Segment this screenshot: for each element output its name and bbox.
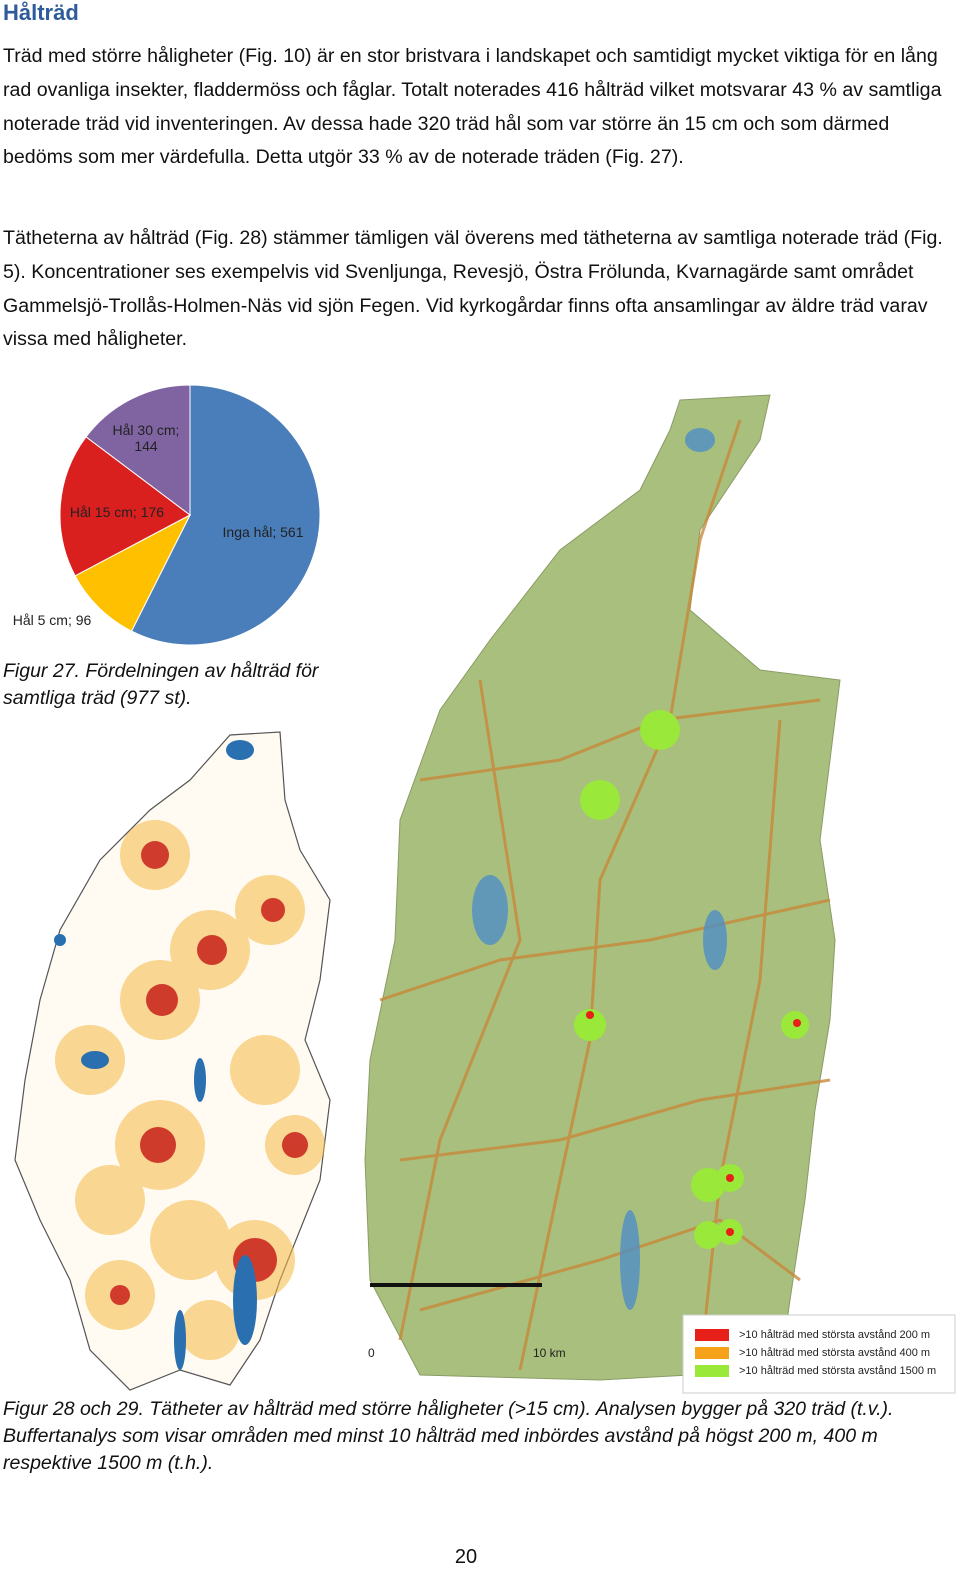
pie-label: Inga hål; 561 [222,524,304,540]
figure-caption: Figur 27. Fördelningen av hålträd för sa… [3,660,319,709]
pie-slice [85,384,191,517]
paragraph: Tätheterna av hålträd (Fig. 28) stämmer … [3,227,943,351]
legend-swatch [695,1347,729,1359]
legend-entry: >10 hålträd med största avstånd 200 m [695,1326,955,1344]
pie-chart [59,384,321,646]
legend-swatch [695,1329,729,1341]
legend-label: >10 hålträd med största avstånd 1500 m [739,1365,937,1377]
page-number: 20 [454,1546,478,1568]
pie-slice [74,513,192,632]
legend-label: >10 hålträd med största avstånd 400 m [739,1347,931,1359]
legend-swatch [695,1365,729,1377]
scale-label: 10 km [533,1346,566,1360]
legend: >10 hålträd med största avstånd 200 m >10… [695,1326,955,1380]
hotspots [586,1011,801,1236]
scale-bar [370,1283,542,1287]
roads [379,419,831,1371]
scale-label: 0 [368,1346,375,1360]
figure-caption: Figur 28 och 29. Tätheter av hålträd med… [3,1398,894,1474]
pie-label: Hål 30 cm; 144 [112,422,180,454]
lakes [472,428,727,1310]
heading: Hålträd [3,0,79,25]
paragraph: Träd med större håligheter (Fig. 10) är … [3,45,942,169]
buffers [574,710,809,1249]
maps [14,394,956,1394]
pie-label: Hål 15 cm; 176 [69,504,165,520]
legend-entry: >10 hålträd med största avstånd 400 m [695,1344,955,1362]
pie-slice [130,384,321,646]
pie-label: Hål 5 cm; 96 [12,612,92,628]
pie-slice [59,436,191,577]
legend-entry: >10 hålträd med största avstånd 1500 m [695,1362,955,1380]
legend-label: >10 hålträd med största avstånd 200 m [739,1329,931,1341]
lakes [54,740,257,1370]
buffer-map [364,394,841,1381]
